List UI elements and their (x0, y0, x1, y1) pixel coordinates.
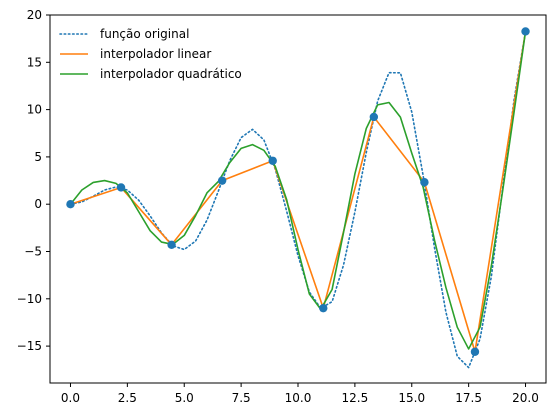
x-tick-label-1: 2.5 (118, 391, 137, 405)
x-tick-label-0: 0.0 (61, 391, 80, 405)
legend-label-2: interpolador quadrático (100, 67, 242, 81)
series-line-2 (69, 30, 527, 350)
x-tick-label-3: 7.5 (232, 391, 251, 405)
y-axis: −15 −10 −5 0 5 10 15 20 (17, 8, 50, 353)
data-point-5 (319, 303, 328, 313)
y-tick-label-7: 20 (27, 8, 42, 22)
x-tick-label-5: 12.5 (342, 391, 369, 405)
legend: função original interpolador linear interp… (59, 27, 242, 81)
y-tick-label-2: −5 (24, 245, 42, 259)
x-axis: 0.0 2.5 5.0 7.5 10.0 12.5 15.0 17.5 20.0 (61, 383, 539, 405)
data-point-7 (420, 178, 429, 187)
y-tick-label-4: 5 (34, 150, 42, 164)
data-point-6 (369, 112, 379, 122)
data-point-3 (217, 176, 227, 185)
data-point-9 (521, 27, 530, 36)
series-line-1 (69, 30, 527, 353)
x-tick-label-2: 5.0 (175, 391, 194, 405)
x-tick-label-8: 20.0 (512, 391, 539, 405)
x-tick-label-7: 17.5 (455, 391, 482, 405)
x-tick-label-4: 10.0 (285, 391, 312, 405)
y-tick-label-5: 10 (27, 103, 42, 117)
legend-label-1: interpolador linear (100, 47, 211, 61)
data-point-1 (116, 183, 126, 192)
marker-layer (66, 27, 530, 356)
data-point-2 (167, 240, 176, 249)
y-tick-label-6: 15 (27, 55, 42, 69)
legend-label-0: função original (100, 27, 189, 41)
series-line-0 (69, 30, 527, 369)
y-tick-label-0: −15 (17, 339, 42, 353)
data-point-0 (66, 200, 75, 209)
data-point-4 (268, 156, 277, 165)
data-point-8 (470, 347, 480, 356)
y-tick-label-1: −10 (17, 292, 42, 306)
y-tick-label-3: 0 (34, 197, 42, 211)
x-tick-label-6: 15.0 (398, 391, 425, 405)
series-layer (69, 30, 527, 369)
